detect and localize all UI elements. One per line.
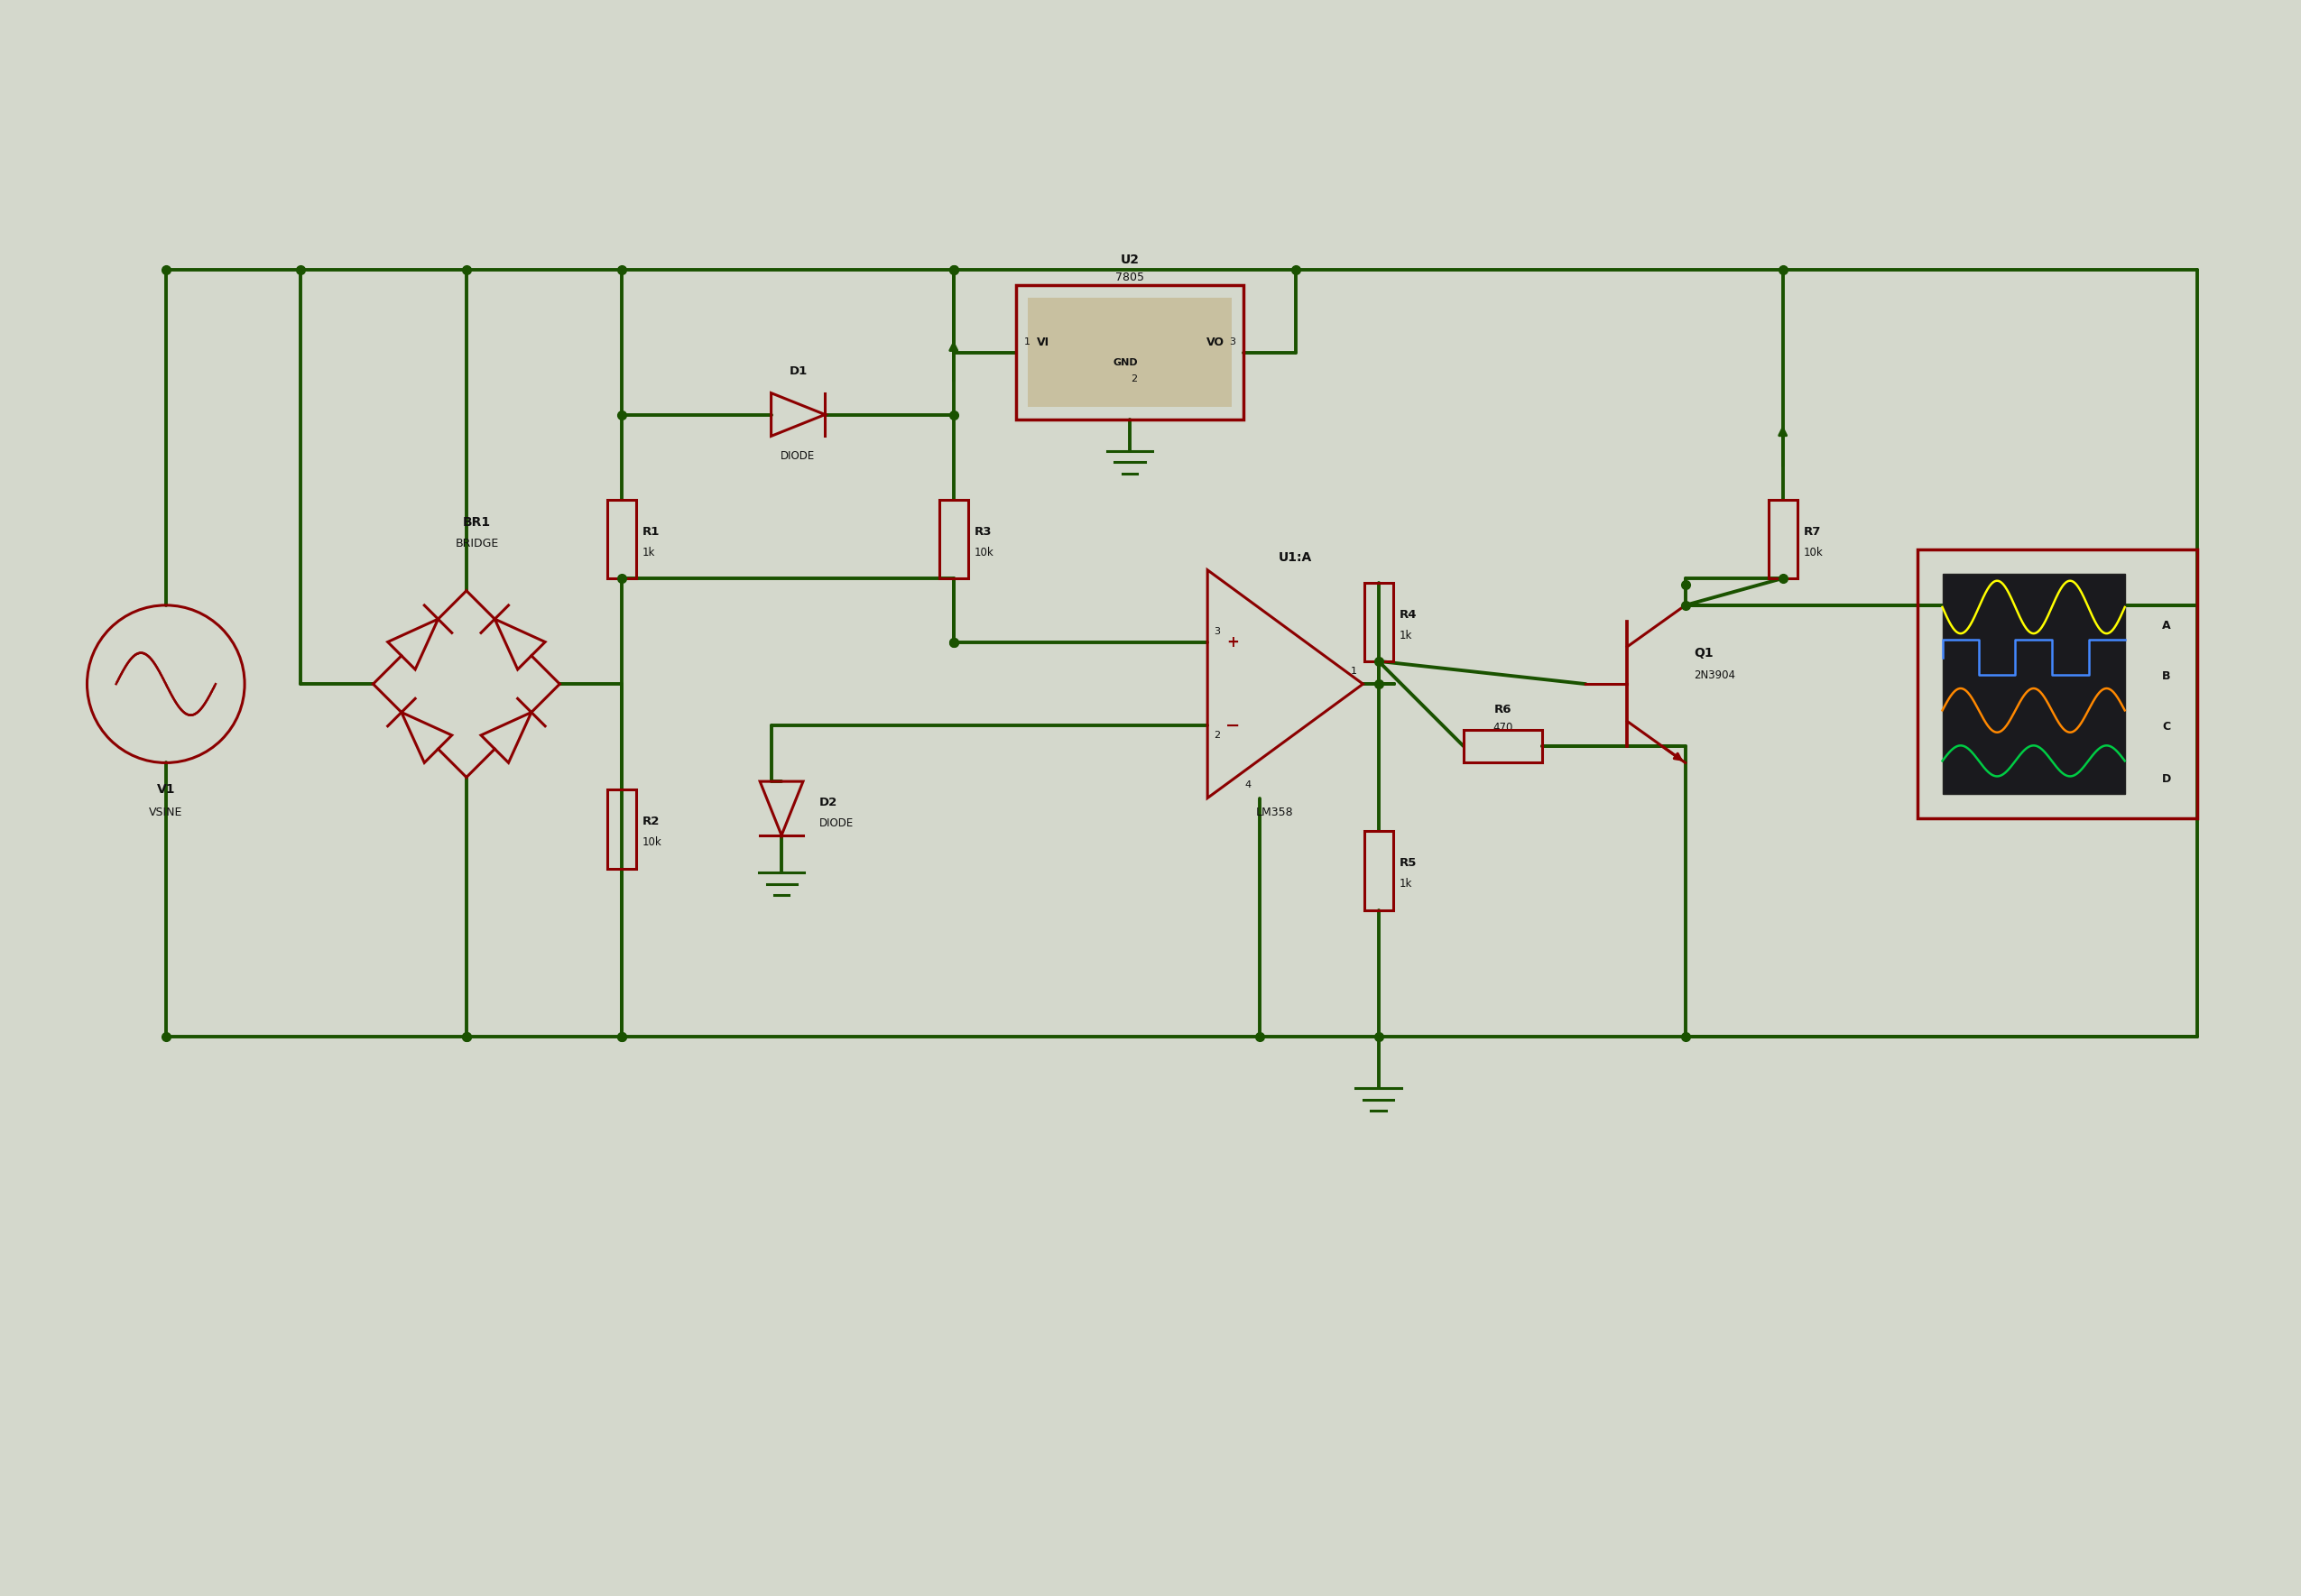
Text: +: + <box>1226 635 1238 651</box>
Text: VI: VI <box>1035 337 1049 348</box>
Text: GND: GND <box>1114 358 1139 367</box>
Text: D: D <box>2161 774 2170 785</box>
Text: 2: 2 <box>1213 731 1220 739</box>
Text: 1k: 1k <box>1399 629 1413 642</box>
Text: V1: V1 <box>156 784 175 796</box>
Text: 2: 2 <box>1130 375 1137 385</box>
Bar <box>607 500 637 578</box>
Text: 10k: 10k <box>642 836 663 849</box>
Text: R1: R1 <box>642 525 660 538</box>
Text: R2: R2 <box>642 816 660 828</box>
Text: 3: 3 <box>1229 337 1236 346</box>
Text: R6: R6 <box>1493 704 1512 715</box>
Text: DIODE: DIODE <box>819 817 854 828</box>
Text: 4: 4 <box>1245 780 1252 790</box>
Text: Q1: Q1 <box>1694 646 1714 659</box>
Text: D1: D1 <box>789 365 808 377</box>
Text: R3: R3 <box>973 525 992 538</box>
Bar <box>1463 729 1542 763</box>
Text: 10k: 10k <box>1804 546 1822 559</box>
Bar <box>607 790 637 868</box>
Text: 7805: 7805 <box>1116 271 1144 282</box>
Text: LM358: LM358 <box>1256 806 1293 819</box>
Text: 10k: 10k <box>973 546 994 559</box>
Text: DIODE: DIODE <box>780 450 815 461</box>
Text: 1: 1 <box>1024 337 1031 346</box>
Bar <box>1364 583 1392 661</box>
Text: R4: R4 <box>1399 608 1417 621</box>
Text: A: A <box>2163 619 2170 632</box>
Text: VO: VO <box>1206 337 1224 348</box>
Text: B: B <box>2163 670 2170 681</box>
Bar <box>1015 286 1245 420</box>
Text: 1k: 1k <box>1399 878 1413 891</box>
Text: C: C <box>2163 720 2170 733</box>
Bar <box>1942 575 2124 793</box>
Bar <box>1767 500 1797 578</box>
Text: R7: R7 <box>1804 525 1820 538</box>
Text: 1k: 1k <box>642 546 656 559</box>
Text: R5: R5 <box>1399 857 1417 870</box>
Bar <box>939 500 969 578</box>
Text: VSINE: VSINE <box>150 806 182 819</box>
Bar <box>1029 297 1231 407</box>
Bar <box>1917 549 2197 819</box>
Text: 1: 1 <box>1351 667 1358 675</box>
Text: D2: D2 <box>819 796 838 808</box>
Text: 2N3904: 2N3904 <box>1694 670 1735 681</box>
Text: 3: 3 <box>1213 627 1220 637</box>
Text: −: − <box>1224 717 1240 734</box>
Text: BR1: BR1 <box>463 516 490 528</box>
Bar <box>1364 832 1392 910</box>
Text: U1:A: U1:A <box>1279 551 1312 563</box>
Text: U2: U2 <box>1121 254 1139 267</box>
Text: BRIDGE: BRIDGE <box>456 538 499 549</box>
Text: 470: 470 <box>1493 721 1514 734</box>
